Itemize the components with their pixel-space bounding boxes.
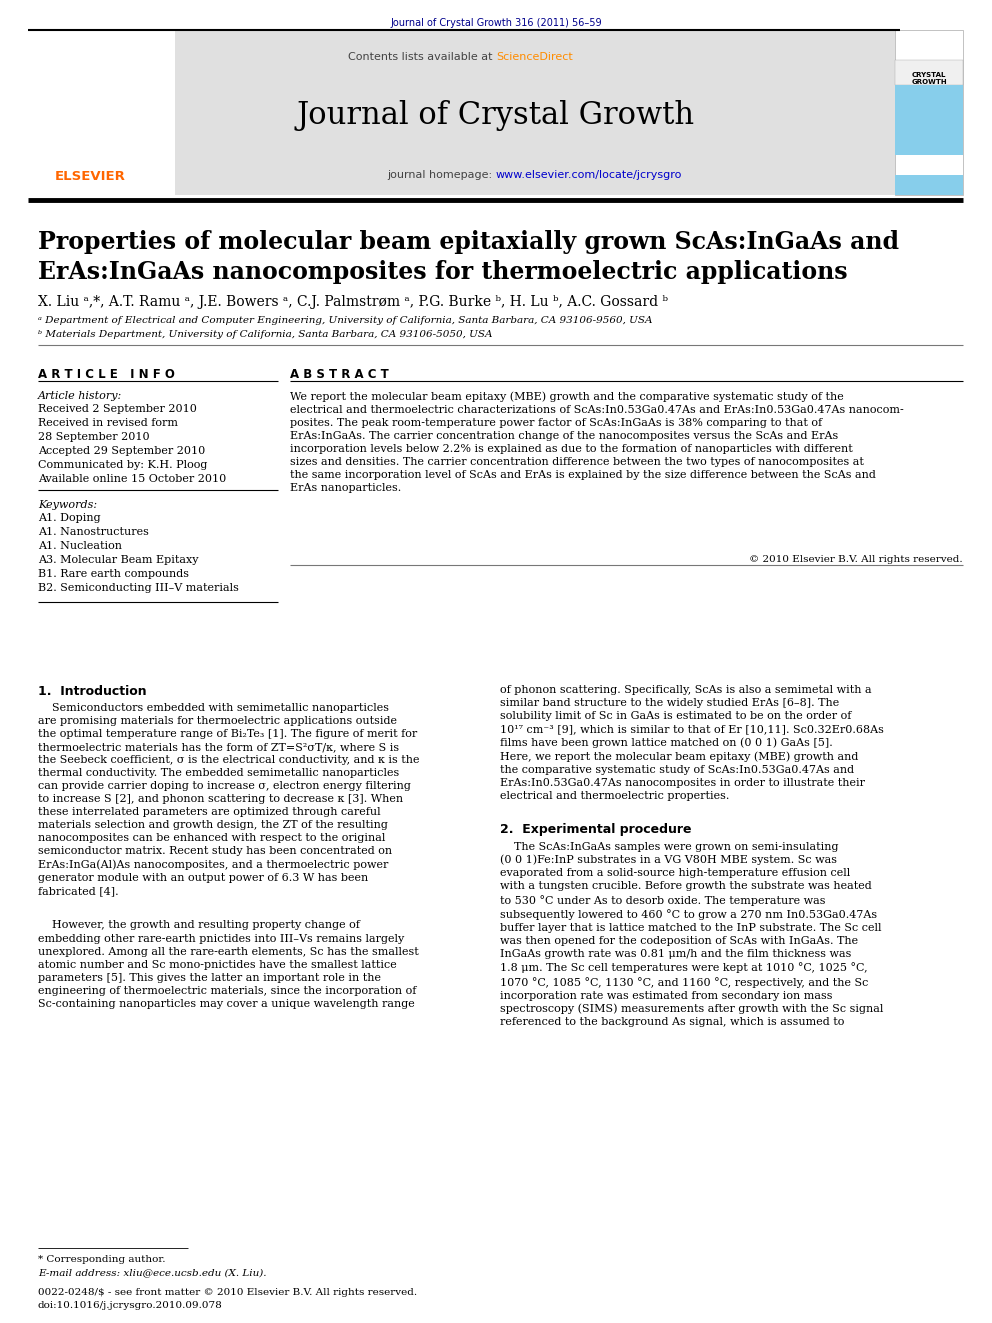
Bar <box>895 60 963 85</box>
Text: Semiconductors embedded with semimetallic nanoparticles
are promising materials : Semiconductors embedded with semimetalli… <box>38 703 420 897</box>
Text: Available online 15 October 2010: Available online 15 October 2010 <box>38 474 226 484</box>
Text: A B S T R A C T: A B S T R A C T <box>290 368 389 381</box>
Text: Received 2 September 2010: Received 2 September 2010 <box>38 404 196 414</box>
Text: B1. Rare earth compounds: B1. Rare earth compounds <box>38 569 189 579</box>
Text: CRYSTAL
GROWTH: CRYSTAL GROWTH <box>912 71 946 85</box>
Text: Communicated by: K.H. Ploog: Communicated by: K.H. Ploog <box>38 460 207 470</box>
Text: Journal of Crystal Growth 316 (2011) 56–59: Journal of Crystal Growth 316 (2011) 56–… <box>390 19 602 28</box>
Text: A1. Doping: A1. Doping <box>38 513 100 523</box>
Text: www.elsevier.com/locate/jcrysgro: www.elsevier.com/locate/jcrysgro <box>496 169 682 180</box>
Text: Contents lists available at: Contents lists available at <box>348 52 496 62</box>
Bar <box>895 30 963 194</box>
Bar <box>895 175 963 194</box>
Text: X. Liu ᵃ,*, A.T. Ramu ᵃ, J.E. Bowers ᵃ, C.J. Palmstrøm ᵃ, P.G. Burke ᵇ, H. Lu ᵇ,: X. Liu ᵃ,*, A.T. Ramu ᵃ, J.E. Bowers ᵃ, … <box>38 295 668 310</box>
Text: ELSEVIER: ELSEVIER <box>55 169 126 183</box>
Text: However, the growth and resulting property change of
embedding other rare-earth : However, the growth and resulting proper… <box>38 921 419 1008</box>
Text: E-mail address: xliu@ece.ucsb.edu (X. Liu).: E-mail address: xliu@ece.ucsb.edu (X. Li… <box>38 1267 267 1277</box>
Text: Accepted 29 September 2010: Accepted 29 September 2010 <box>38 446 205 456</box>
Text: We report the molecular beam epitaxy (MBE) growth and the comparative systematic: We report the molecular beam epitaxy (MB… <box>290 392 904 493</box>
Text: A1. Nucleation: A1. Nucleation <box>38 541 122 550</box>
Text: 1.  Introduction: 1. Introduction <box>38 685 147 699</box>
Bar <box>895 85 963 155</box>
Text: ScienceDirect: ScienceDirect <box>496 52 572 62</box>
Text: 2.  Experimental procedure: 2. Experimental procedure <box>500 823 691 836</box>
Text: Received in revised form: Received in revised form <box>38 418 178 429</box>
Text: doi:10.1016/j.jcrysgro.2010.09.078: doi:10.1016/j.jcrysgro.2010.09.078 <box>38 1301 223 1310</box>
Bar <box>28 30 175 194</box>
Text: A R T I C L E   I N F O: A R T I C L E I N F O <box>38 368 175 381</box>
Text: Journal of Crystal Growth: Journal of Crystal Growth <box>297 101 695 131</box>
Text: * Corresponding author.: * Corresponding author. <box>38 1256 166 1263</box>
Text: ᵇ Materials Department, University of California, Santa Barbara, CA 93106-5050, : ᵇ Materials Department, University of Ca… <box>38 329 492 339</box>
Text: 0022-0248/$ - see front matter © 2010 Elsevier B.V. All rights reserved.: 0022-0248/$ - see front matter © 2010 El… <box>38 1289 417 1297</box>
Text: Properties of molecular beam epitaxially grown ScAs:InGaAs and: Properties of molecular beam epitaxially… <box>38 230 899 254</box>
Text: The ScAs:InGaAs samples were grown on semi-insulating
(0 0 1)Fe:InP substrates i: The ScAs:InGaAs samples were grown on se… <box>500 841 883 1028</box>
Text: 28 September 2010: 28 September 2010 <box>38 433 150 442</box>
Text: © 2010 Elsevier B.V. All rights reserved.: © 2010 Elsevier B.V. All rights reserved… <box>749 556 963 564</box>
Text: journal homepage:: journal homepage: <box>387 169 496 180</box>
Text: A1. Nanostructures: A1. Nanostructures <box>38 527 149 537</box>
Bar <box>175 30 895 194</box>
Text: of phonon scattering. Specifically, ScAs is also a semimetal with a
similar band: of phonon scattering. Specifically, ScAs… <box>500 685 884 800</box>
Text: Article history:: Article history: <box>38 392 122 401</box>
Text: ErAs:InGaAs nanocomposites for thermoelectric applications: ErAs:InGaAs nanocomposites for thermoele… <box>38 261 847 284</box>
Text: B2. Semiconducting III–V materials: B2. Semiconducting III–V materials <box>38 583 239 593</box>
Text: ᵃ Department of Electrical and Computer Engineering, University of California, S: ᵃ Department of Electrical and Computer … <box>38 316 653 325</box>
Text: A3. Molecular Beam Epitaxy: A3. Molecular Beam Epitaxy <box>38 556 198 565</box>
Text: Keywords:: Keywords: <box>38 500 97 509</box>
